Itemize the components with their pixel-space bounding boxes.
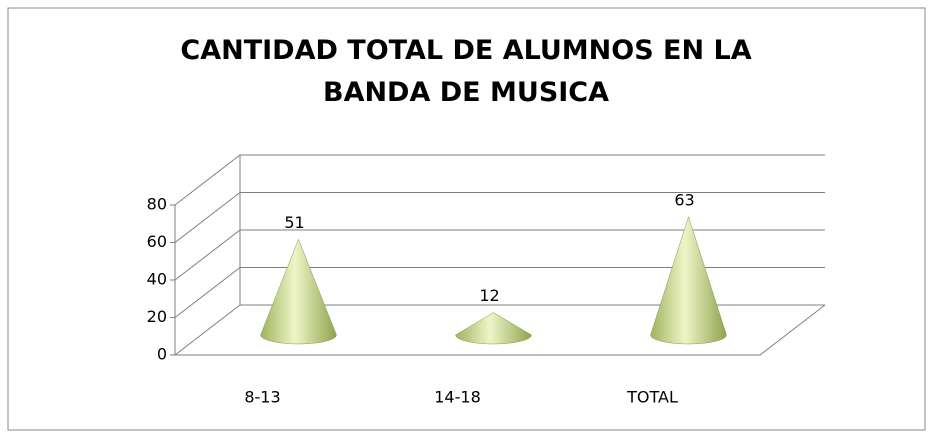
cone: [455, 312, 532, 345]
x-tick-label: 8-13: [244, 388, 280, 407]
grid-line: [174, 192, 825, 243]
grid-line: [174, 304, 825, 356]
grid-line: [174, 267, 825, 318]
x-tick-label: TOTAL: [626, 388, 678, 407]
data-label: 63: [674, 190, 694, 209]
chart-title: CANTIDAD TOTAL DE ALUMNOS EN LA BANDA DE…: [180, 35, 752, 108]
grid-line: [174, 229, 825, 281]
cone: [260, 238, 337, 345]
y-tick-label: 0: [157, 345, 167, 364]
y-tick-label: 80: [147, 195, 167, 214]
data-label: 51: [284, 213, 304, 232]
y-tick-label: 20: [147, 307, 167, 326]
frame: [7, 7, 926, 431]
floor: [175, 304, 826, 356]
grid-line: [174, 154, 825, 206]
x-tick-label: 14-18: [434, 388, 481, 407]
y-tick-label: 40: [147, 270, 167, 289]
cone: [650, 216, 727, 345]
y-tick-label: 60: [147, 232, 167, 251]
data-label: 12: [479, 286, 499, 305]
